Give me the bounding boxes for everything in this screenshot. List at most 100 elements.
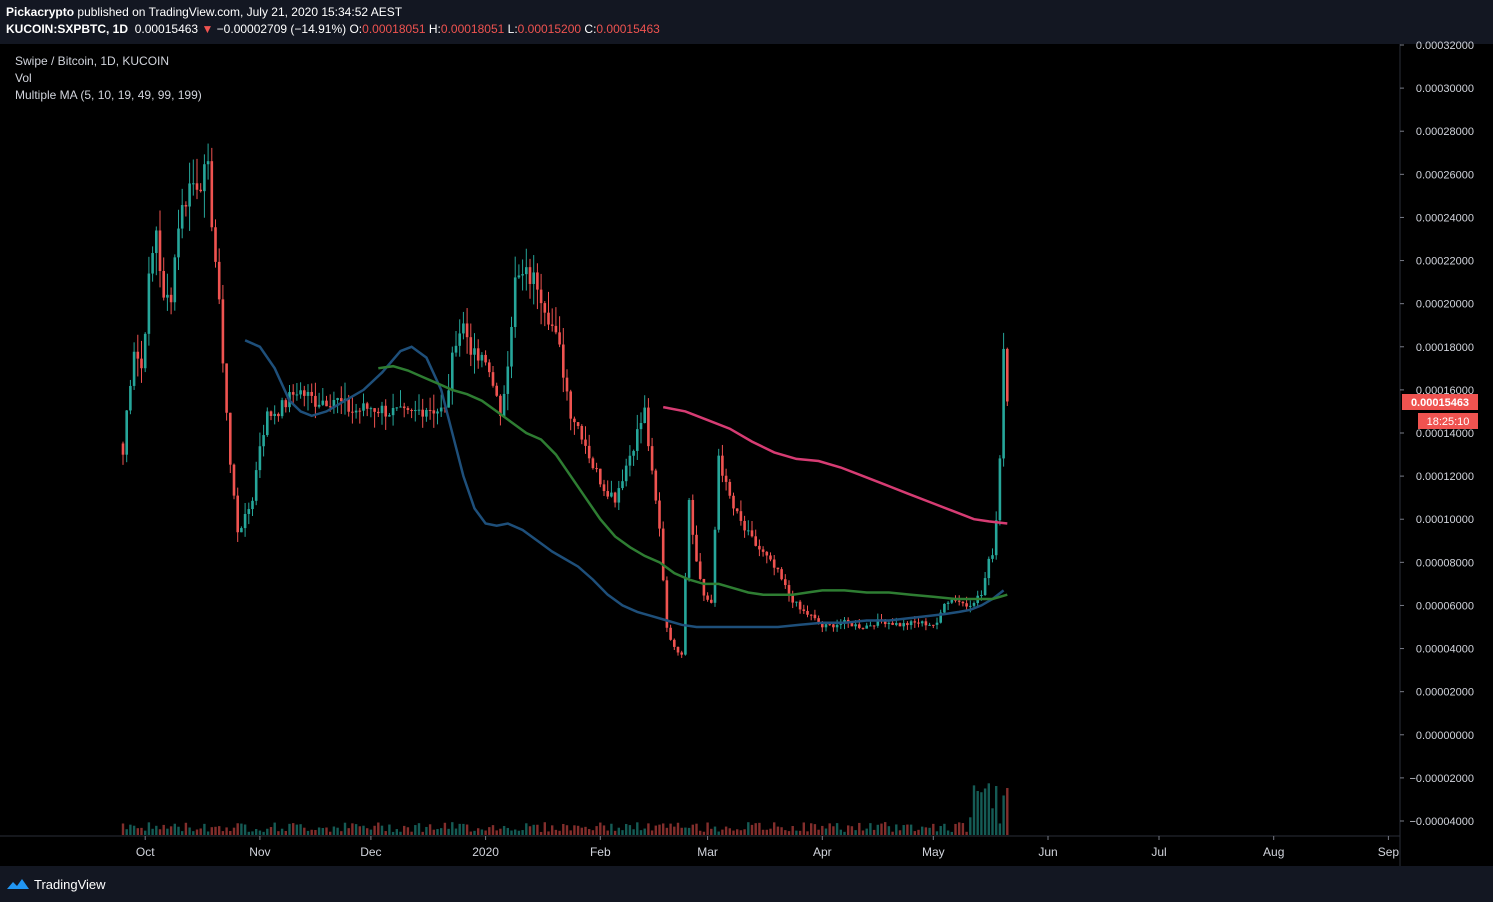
- volume-bar: [687, 827, 691, 835]
- candle-body: [425, 410, 428, 417]
- volume-bar: [440, 828, 443, 835]
- chart-header: Pickacrypto published on TradingView.com…: [0, 0, 1493, 44]
- volume-bar: [654, 825, 657, 835]
- candle-body: [458, 333, 461, 346]
- candle-body: [547, 312, 550, 325]
- candle-body: [909, 621, 913, 626]
- volume-bar: [314, 829, 317, 835]
- candle-body: [225, 363, 228, 413]
- candle-body: [839, 623, 843, 625]
- close-label: C:: [584, 22, 597, 36]
- candle-body: [473, 348, 476, 355]
- price-axis[interactable]: 0.00032000 0.00030000 0.00028000 0.00026000…: [1400, 40, 1474, 828]
- candle-body: [532, 272, 535, 284]
- high-value: 0.00018051: [440, 22, 505, 36]
- candle-body: [954, 599, 957, 601]
- price-tag-value: 0.00015463: [1411, 397, 1469, 409]
- volume-bar: [488, 827, 491, 835]
- candle-body: [972, 603, 976, 606]
- candle-body: [965, 603, 968, 607]
- author-name[interactable]: Pickacrypto: [6, 5, 75, 19]
- volume-bar: [839, 829, 842, 835]
- volume-bar: [380, 825, 384, 835]
- y-tick-label: 0.00006000: [1416, 600, 1474, 612]
- candle-body: [821, 623, 824, 628]
- volume-bar: [699, 830, 702, 835]
- volume-bar: [717, 831, 720, 835]
- volume-bar: [958, 822, 961, 835]
- candle-body: [484, 354, 487, 363]
- volume-bar: [414, 825, 417, 835]
- symbol-label[interactable]: KUCOIN:SXPBTC, 1D: [6, 22, 129, 36]
- volume-bar: [613, 830, 617, 835]
- volume-bar: [262, 831, 265, 835]
- volume-bar: [972, 785, 976, 835]
- volume-bar: [995, 786, 998, 835]
- volume-bar: [514, 829, 517, 835]
- legend-title[interactable]: Swipe / Bitcoin, 1D, KUCOIN: [15, 54, 170, 68]
- candle-body: [761, 549, 765, 552]
- moving-average-line: [244, 339, 1005, 629]
- volume-bar: [761, 829, 765, 835]
- volume-bar: [158, 829, 162, 835]
- volume-bar: [750, 824, 754, 835]
- volume-bar: [876, 824, 879, 835]
- candle-body: [928, 624, 931, 626]
- candle-body: [987, 558, 991, 579]
- candle-body: [647, 407, 650, 447]
- low-label: L:: [507, 22, 518, 36]
- candle-body: [891, 622, 894, 625]
- candle-body: [362, 403, 365, 411]
- y-tick-label: 0.00008000: [1416, 557, 1474, 569]
- volume-bar: [462, 823, 465, 835]
- tradingview-brand[interactable]: TradingView: [34, 877, 106, 892]
- volume-bar: [473, 830, 476, 835]
- candle-body: [983, 578, 987, 595]
- volume-bar: [517, 830, 521, 835]
- y-tick-label: 0.00028000: [1416, 126, 1474, 138]
- volume-bar: [584, 826, 587, 835]
- candle-body: [169, 294, 173, 303]
- candle-body: [650, 446, 654, 471]
- candle-body: [932, 624, 935, 626]
- volume-bar: [347, 828, 350, 835]
- candle-body: [195, 183, 199, 190]
- volume-bar: [351, 823, 354, 835]
- candle-body: [243, 513, 247, 529]
- candle-body: [917, 622, 920, 624]
- candle-body: [162, 270, 165, 298]
- volume-bar: [650, 830, 654, 835]
- down-arrow-icon: ▼: [201, 22, 214, 36]
- candle-body: [550, 324, 554, 326]
- chart-legend: Swipe / Bitcoin, 1D, KUCOIN Vol Multiple…: [15, 53, 202, 104]
- time-axis[interactable]: Oct Nov Dec 2020 Feb Mar Apr May Jun Jul Aug Sep: [136, 836, 1400, 859]
- legend-vol[interactable]: Vol: [15, 71, 32, 85]
- volume-bar: [569, 830, 572, 835]
- volume-bar: [480, 829, 484, 835]
- volume-bar: [935, 831, 939, 835]
- candle-body: [743, 520, 746, 531]
- y-tick-label: 0.00030000: [1416, 83, 1474, 95]
- volume-bar: [806, 831, 809, 835]
- candle-body: [203, 164, 206, 192]
- candle-body: [772, 559, 776, 568]
- candle-body: [924, 621, 928, 626]
- volume-bar: [773, 822, 776, 835]
- volume-bar: [932, 823, 935, 835]
- tradingview-logo-icon: [7, 879, 29, 889]
- candle-body: [395, 407, 399, 409]
- candle-body: [206, 161, 210, 165]
- volume-bar: [251, 831, 254, 835]
- candle-body: [295, 394, 299, 396]
- price-chart[interactable]: 0.00032000 0.00030000 0.00028000 0.00026000…: [0, 0, 1493, 866]
- candle-body: [299, 390, 302, 395]
- volume-bar: [366, 828, 369, 835]
- y-tick-label: −0.00002000: [1409, 773, 1474, 785]
- volume-bar: [373, 825, 376, 835]
- volume-bar: [950, 831, 953, 835]
- volume-bar: [721, 829, 724, 835]
- price-change: −0.00002709 (−14.91%): [216, 22, 347, 36]
- legend-ma[interactable]: Multiple MA (5, 10, 19, 49, 99, 199): [15, 88, 202, 102]
- volume-bar: [702, 831, 706, 835]
- candle-body: [373, 408, 376, 412]
